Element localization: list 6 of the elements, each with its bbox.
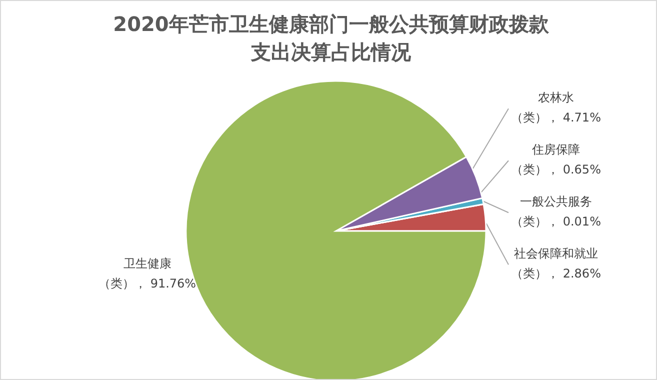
slice-label: 住房保障（类）， 0.65%: [511, 142, 601, 177]
slice-label: 卫生健康（类）， 91.76%: [98, 256, 196, 291]
slice-label: 社会保障和就业（类）， 2.86%: [511, 246, 601, 281]
chart-title: 2020年芒市卫生健康部门一般公共预算财政拨款支出决算占比情况: [113, 12, 550, 64]
slice-label: 农林水（类）， 4.71%: [511, 90, 601, 125]
slice-label: 一般公共服务（类）， 0.01%: [511, 194, 601, 229]
